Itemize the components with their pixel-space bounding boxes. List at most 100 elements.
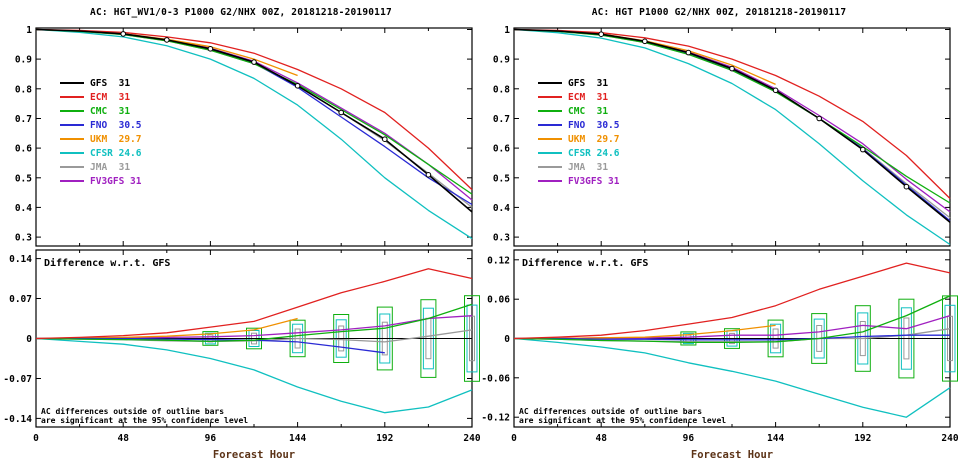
ac-and-difference-chart-left: 0 48 96 144 192 240 1 0.9 0.8 0.7 0.6 0.5 0.4 0.3 0.14…: [3, 25, 480, 461]
legend-label: FV3GFS 31: [568, 175, 620, 187]
legend-item-gfs: GFS 31: [538, 76, 619, 90]
svg-text:0: 0: [26, 334, 32, 345]
svg-text:0.6: 0.6: [15, 144, 32, 155]
legend-line-sample: [538, 152, 562, 154]
chart-title-left: AC: HGT_WV1/0-3 P1000 G2/NHX 00Z, 201812…: [90, 7, 392, 18]
panel-right: AC: HGT P1000 G2/NHX 00Z, 20181218-20190…: [480, 2, 958, 474]
legend-label: FNO 30.5: [90, 119, 142, 131]
legend-item-ukm: UKM 29.7: [60, 132, 141, 146]
svg-text:0: 0: [33, 433, 39, 444]
svg-text:0.5: 0.5: [15, 173, 32, 184]
legend-item-fv3gfs: FV3GFS 31: [60, 174, 141, 188]
svg-text:0.7: 0.7: [493, 114, 510, 125]
legend-label: JMA 31: [90, 161, 131, 173]
svg-text:0.7: 0.7: [15, 114, 32, 125]
legend-label: JMA 31: [568, 161, 609, 173]
svg-text:0: 0: [504, 334, 510, 345]
svg-text:-0.12: -0.12: [481, 413, 510, 424]
legend-line-sample: [538, 82, 562, 84]
svg-text:192: 192: [854, 433, 871, 444]
legend-label: GFS 31: [568, 77, 609, 89]
svg-text:1: 1: [504, 25, 510, 36]
svg-text:144: 144: [289, 433, 306, 444]
legend-line-sample: [538, 180, 562, 182]
svg-text:0.9: 0.9: [15, 55, 32, 66]
svg-text:Forecast Hour: Forecast Hour: [213, 449, 295, 461]
legend-item-jma: JMA 31: [538, 160, 619, 174]
svg-text:0.8: 0.8: [15, 84, 32, 95]
svg-text:0.06: 0.06: [487, 295, 510, 306]
ac-and-difference-chart-right: 0 48 96 144 192 240 1 0.9 0.8 0.7 0.6 0.5 0.4 0.3 0.12…: [481, 25, 958, 461]
legend-label: FNO 30.5: [568, 119, 620, 131]
panel-left: AC: HGT_WV1/0-3 P1000 G2/NHX 00Z, 201812…: [2, 2, 480, 474]
svg-text:are significant at the 95% con: are significant at the 95% confidence le…: [519, 415, 726, 425]
svg-text:48: 48: [117, 433, 129, 444]
legend-line-sample: [538, 124, 562, 126]
legend-line-sample: [538, 138, 562, 140]
svg-text:0.9: 0.9: [493, 55, 510, 66]
svg-text:96: 96: [205, 433, 217, 444]
svg-text:144: 144: [767, 433, 784, 444]
svg-text:96: 96: [683, 433, 695, 444]
legend-item-cmc: CMC 31: [60, 104, 141, 118]
chart-title-right: AC: HGT P1000 G2/NHX 00Z, 20181218-20190…: [591, 7, 847, 18]
legend-line-sample: [60, 152, 84, 154]
legend-label: GFS 31: [90, 77, 131, 89]
legend-item-jma: JMA 31: [60, 160, 141, 174]
svg-text:0.8: 0.8: [493, 84, 510, 95]
legend-line-sample: [60, 96, 84, 98]
svg-text:AC differences outside of outl: AC differences outside of outline bars: [41, 406, 224, 416]
legend-line-sample: [538, 96, 562, 98]
legend-item-ecm: ECM 31: [60, 90, 141, 104]
legend-label: CFSR 24.6: [568, 147, 620, 159]
model-legend-right: GFS 31 ECM 31 CMC 31 FNO 30.5 UKM 29.7 CFSR 2…: [538, 76, 619, 188]
svg-text:0.12: 0.12: [487, 255, 510, 266]
legend-label: UKM 29.7: [90, 133, 142, 145]
legend-item-cfsr: CFSR 24.6: [538, 146, 619, 160]
svg-text:-0.14: -0.14: [3, 414, 32, 425]
svg-text:0.6: 0.6: [493, 144, 510, 155]
svg-text:1: 1: [26, 25, 32, 36]
legend-line-sample: [60, 180, 84, 182]
svg-text:0.07: 0.07: [9, 294, 32, 305]
legend-item-cmc: CMC 31: [538, 104, 619, 118]
legend-item-cfsr: CFSR 24.6: [60, 146, 141, 160]
svg-text:AC differences outside of outl: AC differences outside of outline bars: [519, 406, 702, 416]
svg-text:are significant at the 95% con: are significant at the 95% confidence le…: [41, 415, 248, 425]
svg-text:192: 192: [376, 433, 393, 444]
svg-text:240: 240: [463, 433, 480, 444]
svg-text:48: 48: [595, 433, 607, 444]
legend-item-fno: FNO 30.5: [538, 118, 619, 132]
legend-line-sample: [60, 82, 84, 84]
legend-line-sample: [538, 110, 562, 112]
legend-item-gfs: GFS 31: [60, 76, 141, 90]
legend-label: CMC 31: [90, 105, 131, 117]
svg-text:0.4: 0.4: [493, 203, 510, 214]
legend-label: FV3GFS 31: [90, 175, 142, 187]
svg-text:0.3: 0.3: [493, 233, 510, 244]
svg-text:0.14: 0.14: [9, 254, 32, 265]
legend-line-sample: [60, 138, 84, 140]
legend-label: UKM 29.7: [568, 133, 620, 145]
svg-text:0.3: 0.3: [15, 233, 32, 244]
legend-line-sample: [60, 124, 84, 126]
svg-text:-0.07: -0.07: [3, 374, 32, 385]
svg-text:0.5: 0.5: [493, 173, 510, 184]
legend-line-sample: [538, 166, 562, 168]
legend-label: ECM 31: [90, 91, 131, 103]
legend-line-sample: [60, 110, 84, 112]
svg-text:Forecast Hour: Forecast Hour: [691, 449, 773, 461]
legend-item-fv3gfs: FV3GFS 31: [538, 174, 619, 188]
svg-text:0.4: 0.4: [15, 203, 32, 214]
svg-text:0: 0: [511, 433, 517, 444]
legend-item-fno: FNO 30.5: [60, 118, 141, 132]
svg-text:-0.06: -0.06: [481, 373, 510, 384]
legend-line-sample: [60, 166, 84, 168]
legend-item-ukm: UKM 29.7: [538, 132, 619, 146]
legend-item-ecm: ECM 31: [538, 90, 619, 104]
legend-label: CFSR 24.6: [90, 147, 142, 159]
svg-text:240: 240: [941, 433, 958, 444]
svg-text:Difference w.r.t. GFS: Difference w.r.t. GFS: [44, 257, 170, 269]
model-legend-left: GFS 31 ECM 31 CMC 31 FNO 30.5 UKM 29.7 CFSR 2…: [60, 76, 141, 188]
